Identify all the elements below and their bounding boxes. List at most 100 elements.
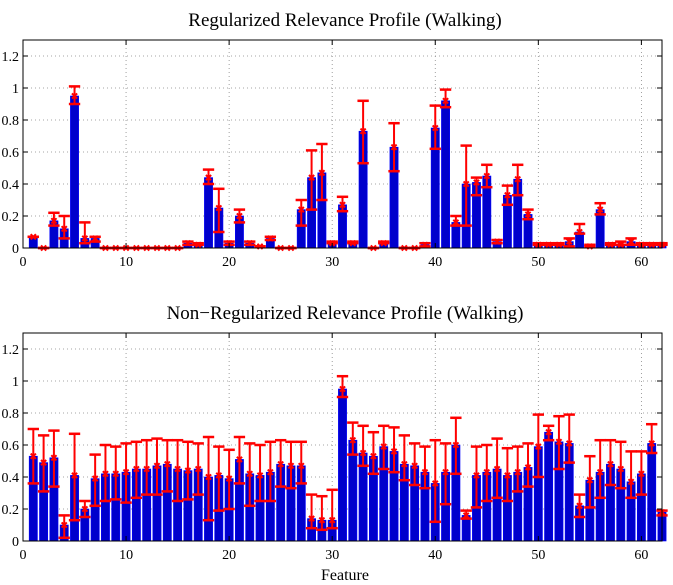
mean-marker (411, 462, 418, 470)
bar (70, 95, 79, 249)
mean-marker (205, 473, 212, 481)
bar (204, 177, 213, 249)
mean-marker (267, 468, 274, 476)
mean-marker (576, 502, 583, 510)
y-tick-label: 0.6 (2, 146, 20, 161)
bars (28, 95, 667, 249)
x-tick-label: 60 (634, 548, 648, 563)
y-tick-label: 0 (12, 242, 19, 257)
mean-marker (339, 385, 346, 393)
mean-marker (535, 443, 542, 450)
mean-marker (29, 233, 37, 241)
mean-marker (493, 465, 501, 473)
mean-marker (29, 452, 37, 460)
mean-marker (71, 472, 78, 479)
chart-title: Non−Regularized Relevance Profile (Walki… (167, 303, 524, 324)
bar (544, 431, 554, 542)
mean-marker (514, 175, 522, 183)
mean-marker (184, 239, 192, 247)
mean-marker (297, 462, 305, 470)
mean-marker (318, 516, 326, 524)
mean-marker (163, 460, 171, 468)
y-tick-label: 0.8 (2, 407, 20, 422)
y-tick-label: 0.8 (2, 114, 20, 129)
mean-marker (60, 225, 68, 233)
mean-marker (246, 239, 254, 247)
y-tick-label: 1 (12, 375, 19, 390)
mean-marker (524, 211, 532, 218)
mean-marker (215, 472, 223, 479)
mean-marker (596, 206, 604, 213)
mean-marker (617, 241, 625, 249)
mean-marker (143, 465, 150, 473)
x-tick-label: 50 (531, 255, 545, 270)
mean-marker (184, 467, 192, 474)
mean-marker (225, 475, 233, 482)
mean-marker (545, 241, 552, 249)
x-tick-label: 40 (428, 548, 442, 563)
mean-marker (555, 438, 563, 446)
chart-regularized: Regularized Relevance Profile (Walking) … (2, 10, 668, 270)
mean-marker (205, 174, 212, 181)
mean-marker (339, 201, 346, 209)
mean-marker (122, 468, 130, 476)
chart-non-regularized: Non−Regularized Relevance Profile (Walki… (2, 303, 668, 584)
x-tick-label: 50 (531, 548, 545, 563)
mean-marker (256, 472, 264, 479)
mean-marker (648, 440, 656, 447)
mean-marker (50, 454, 58, 462)
error-bars (27, 374, 668, 540)
mean-marker (112, 470, 120, 478)
x-tick-label: 20 (222, 548, 236, 563)
mean-marker (421, 468, 429, 476)
mean-marker (246, 470, 254, 478)
mean-marker (545, 428, 552, 436)
mean-marker (328, 516, 336, 524)
mean-marker (153, 462, 161, 470)
y-tick-label: 0 (12, 535, 19, 550)
mean-marker (60, 521, 68, 529)
mean-marker (359, 127, 367, 135)
mean-marker (370, 452, 377, 460)
mean-marker (648, 241, 656, 249)
mean-marker (91, 235, 99, 242)
mean-marker (576, 228, 583, 236)
mean-marker (493, 238, 501, 245)
y-tick-label: 0.4 (2, 178, 20, 193)
plot-frame (22, 39, 663, 249)
mean-marker (359, 449, 367, 457)
mean-marker (380, 239, 388, 247)
y-tick-label: 1.2 (2, 50, 20, 65)
mean-marker (215, 204, 223, 212)
mean-marker (596, 468, 604, 476)
y-tick-label: 0.2 (2, 210, 20, 225)
mean-marker (431, 480, 439, 487)
bar (647, 443, 657, 542)
axis-ticks: 0 10 20 30 40 50 60 0 0.2 0.4 0.6 0.8 1 1.2 (2, 40, 662, 270)
mean-marker (174, 465, 181, 473)
mean-marker (91, 475, 99, 482)
x-tick-label: 20 (222, 255, 236, 270)
mean-marker (318, 169, 326, 177)
mean-marker (236, 456, 243, 463)
mean-marker (81, 505, 89, 513)
x-tick-label: 30 (325, 548, 339, 563)
mean-marker (462, 512, 470, 519)
mean-marker (40, 459, 47, 466)
mean-marker (50, 217, 58, 225)
mean-marker (277, 460, 284, 468)
y-tick-label: 0.2 (2, 503, 20, 518)
mean-marker (607, 460, 614, 468)
mean-marker (442, 97, 449, 105)
error-bars (27, 85, 668, 252)
mean-marker (473, 179, 480, 186)
mean-marker (514, 468, 522, 476)
x-tick-label: 40 (428, 255, 442, 270)
mean-marker (555, 241, 563, 249)
x-tick-label: 30 (325, 255, 339, 270)
mean-marker (638, 470, 645, 478)
mean-marker (452, 441, 460, 449)
mean-marker (462, 180, 470, 188)
chart-title: Regularized Relevance Profile (Walking) (188, 10, 501, 31)
